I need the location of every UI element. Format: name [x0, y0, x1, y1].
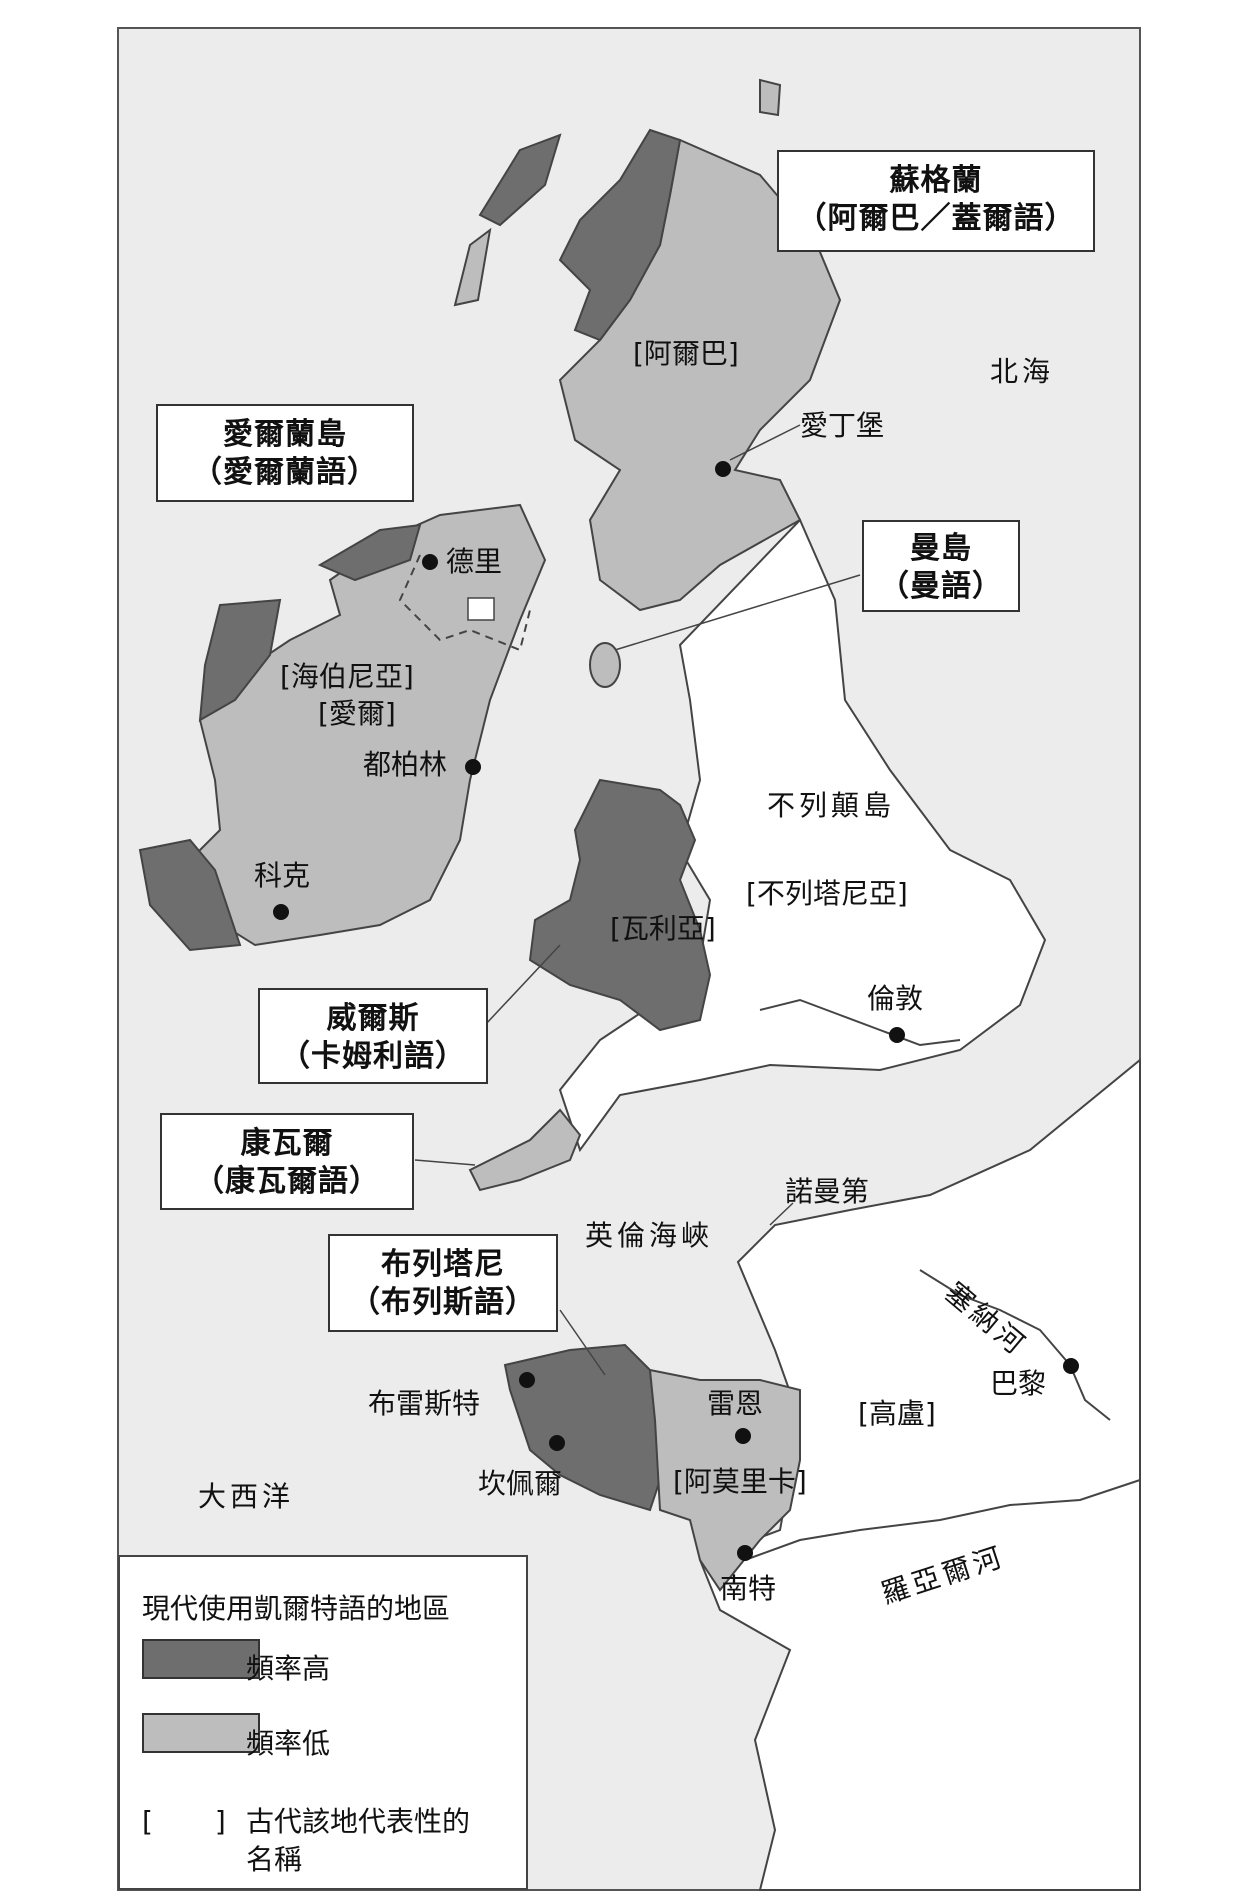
thames: [759, 998, 961, 1047]
london-dot: [889, 1027, 905, 1043]
label-armorica: [阿莫里卡]: [673, 1465, 807, 1498]
isle-of-man: [589, 642, 621, 688]
label-brest: 布雷斯特: [368, 1387, 481, 1420]
brittany-high: [503, 1343, 662, 1512]
lough-neagh: [467, 597, 495, 621]
legend-swatch-high: [142, 1639, 260, 1679]
brittany-language: （布列斯語）: [350, 1285, 536, 1320]
label-london: 倫敦: [867, 982, 924, 1015]
wales-language: （卡姆利語）: [280, 1039, 466, 1074]
label-normandy: 諾曼第: [785, 1175, 870, 1208]
leader-cornwall: [414, 1159, 476, 1166]
legend-ancient-line1: 古代該地代表性的: [246, 1805, 471, 1838]
leader-brittany: [559, 1309, 606, 1376]
label-alba: [阿爾巴]: [633, 337, 739, 370]
leader-scotland: [729, 424, 801, 461]
leader-normandy: [769, 1202, 794, 1226]
orkney: [759, 78, 782, 117]
scotland-box: 蘇格蘭 （阿爾巴／蓋爾語）: [777, 150, 1095, 252]
loire-river: [744, 1479, 1141, 1561]
label-atlantic: 大西洋: [198, 1480, 295, 1513]
nantes-dot: [737, 1545, 753, 1561]
ireland-box: 愛爾蘭島 （愛爾蘭語）: [156, 404, 414, 502]
man-language: （曼語）: [879, 569, 1003, 604]
ireland-west-high: [198, 598, 282, 722]
label-britain-island: 不列顛島: [767, 789, 896, 822]
brittany-low: [648, 1368, 801, 1592]
label-derry: 德里: [446, 545, 503, 578]
label-walia: [瓦利亞]: [610, 912, 716, 945]
legend-ancient-line2: 名稱: [246, 1843, 303, 1876]
seine-river: [919, 1269, 1111, 1421]
derry-dot: [422, 554, 438, 570]
brittany-box: 布列塔尼 （布列斯語）: [328, 1234, 558, 1332]
edinburgh-dot: [715, 461, 731, 477]
hebrides: [478, 133, 562, 227]
legend-title: 現代使用凱爾特語的地區: [142, 1592, 451, 1625]
wales-high: [528, 778, 712, 1032]
paris-dot: [1063, 1358, 1079, 1374]
legend-low-label: 頻率低: [246, 1727, 331, 1760]
label-gallia: [高盧]: [858, 1397, 936, 1430]
label-britannia: [不列塔尼亞]: [746, 877, 908, 910]
cornwall-title: 康瓦爾: [240, 1126, 334, 1161]
cork-dot: [273, 904, 289, 920]
quimper-dot: [549, 1435, 565, 1451]
label-paris: 巴黎: [990, 1367, 1047, 1400]
label-rennes: 雷恩: [707, 1387, 764, 1420]
ireland-language: （愛爾蘭語）: [192, 455, 378, 490]
label-eire: [愛爾]: [318, 697, 396, 730]
legend-bracket: [ ]: [142, 1805, 228, 1838]
brittany-title: 布列塔尼: [381, 1247, 505, 1282]
ireland-southwest-high: [138, 838, 242, 952]
label-cork: 科克: [254, 859, 311, 892]
legend-swatch-low: [142, 1713, 260, 1753]
ni-border: [398, 554, 531, 652]
leader-man: [614, 574, 861, 651]
leader-wales: [484, 944, 561, 1026]
man-box: 曼島 （曼語）: [862, 520, 1020, 612]
label-nantes: 南特: [720, 1572, 777, 1605]
label-english-channel: 英倫海峽: [585, 1219, 714, 1252]
label-hibernia: [海伯尼亞]: [280, 660, 414, 693]
scotland-language: （阿爾巴／蓋爾語）: [796, 201, 1076, 236]
wales-box: 威爾斯 （卡姆利語）: [258, 988, 488, 1084]
dublin-dot: [465, 759, 481, 775]
man-title: 曼島: [910, 531, 972, 566]
label-dublin: 都柏林: [363, 748, 448, 781]
label-north-sea: 北海: [990, 355, 1055, 388]
cornwall-language: （康瓦爾語）: [194, 1164, 380, 1199]
ireland-northwest-high: [317, 523, 422, 582]
hebrides-south: [453, 227, 492, 307]
wales-title: 威爾斯: [326, 1001, 420, 1036]
scotland-high: [558, 128, 682, 342]
cornwall-low: [468, 1108, 582, 1192]
ireland-title: 愛爾蘭島: [223, 417, 347, 452]
cornwall-box: 康瓦爾 （康瓦爾語）: [160, 1113, 414, 1210]
legend: 現代使用凱爾特語的地區 頻率高 頻率低 [ ] 古代該地代表性的 名稱: [118, 1555, 528, 1890]
label-quimper: 坎佩爾: [478, 1467, 563, 1500]
legend-high-label: 頻率高: [246, 1652, 331, 1685]
scotland-title: 蘇格蘭: [889, 163, 983, 198]
label-edinburgh: 愛丁堡: [800, 409, 885, 442]
rennes-dot: [735, 1428, 751, 1444]
brest-dot: [519, 1372, 535, 1388]
